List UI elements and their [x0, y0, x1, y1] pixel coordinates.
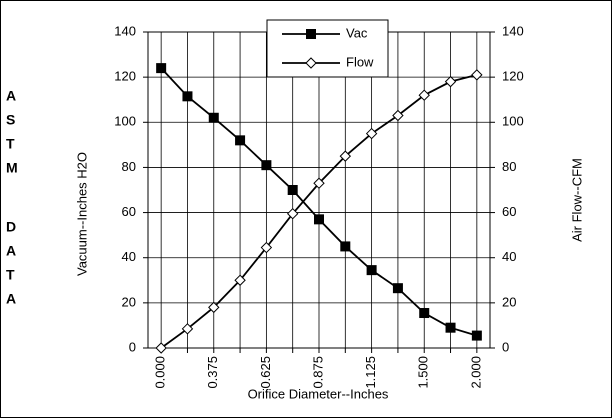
- point: [418, 89, 430, 101]
- point: [392, 109, 404, 122]
- point: [444, 75, 457, 88]
- x-tick-label: 1.500: [416, 356, 431, 389]
- point: [339, 150, 352, 162]
- point: [366, 265, 377, 276]
- side-letter: T: [6, 267, 15, 283]
- point: [471, 69, 483, 81]
- y2-tick-label: 60: [502, 204, 516, 219]
- x-tick-label: 0.375: [205, 356, 220, 389]
- y-tick-label: 100: [114, 114, 136, 129]
- legend-box: [266, 19, 389, 78]
- point: [155, 342, 167, 354]
- x-tick-label: 0.000: [153, 356, 168, 389]
- point: [340, 241, 351, 252]
- y2-tick-label: 120: [502, 69, 524, 84]
- legend-marker: [306, 29, 316, 39]
- y-axis-title: Vacuum--Inches H2O: [74, 152, 89, 276]
- y-tick-label: 120: [114, 69, 136, 84]
- y-tick-label: 80: [122, 159, 136, 174]
- legend-label: Vac: [346, 25, 368, 40]
- point: [235, 135, 246, 146]
- y-tick-label: 0: [129, 339, 136, 354]
- side-letter: D: [6, 219, 16, 235]
- y-tick-label: 20: [122, 294, 136, 309]
- y-tick-label: 60: [122, 204, 136, 219]
- x-tick-label: 0.625: [258, 356, 273, 389]
- y2-tick-label: 100: [502, 114, 524, 129]
- side-letter: A: [6, 291, 16, 307]
- legend-label: Flow: [346, 54, 374, 69]
- x-tick-label: 1.125: [363, 356, 378, 389]
- point: [261, 160, 272, 171]
- y-tick-label: 40: [122, 249, 136, 264]
- point: [419, 308, 430, 319]
- point: [260, 241, 273, 254]
- point: [208, 112, 219, 123]
- side-letter: T: [6, 136, 15, 152]
- y2-tick-label: 140: [502, 23, 524, 38]
- y-tick-label: 140: [114, 23, 136, 38]
- point: [208, 301, 220, 314]
- y2-tick-label: 40: [502, 249, 516, 264]
- point: [156, 63, 167, 74]
- side-letter: A: [6, 88, 16, 104]
- legend-marker: [305, 57, 317, 69]
- point: [392, 283, 403, 294]
- point: [182, 91, 193, 102]
- x-tick-label: 2.000: [468, 356, 483, 389]
- y2-tick-label: 80: [502, 159, 516, 174]
- side-letter: M: [6, 160, 18, 176]
- x-axis-title: Orifice Diameter--Inches: [248, 386, 389, 401]
- y2-tick-label: 20: [502, 294, 516, 309]
- side-letter: S: [6, 112, 15, 128]
- point: [313, 177, 325, 189]
- point: [234, 274, 246, 286]
- point: [314, 214, 324, 225]
- point: [287, 185, 298, 195]
- point: [365, 127, 378, 140]
- point: [181, 323, 194, 335]
- y2-tick-label: 0: [502, 339, 509, 354]
- point: [286, 207, 299, 220]
- y2-axis-title: Air Flow--CFM: [569, 158, 584, 242]
- point: [471, 330, 482, 341]
- point: [445, 322, 456, 333]
- side-letter: A: [6, 243, 16, 259]
- x-tick-label: 0.875: [310, 356, 325, 389]
